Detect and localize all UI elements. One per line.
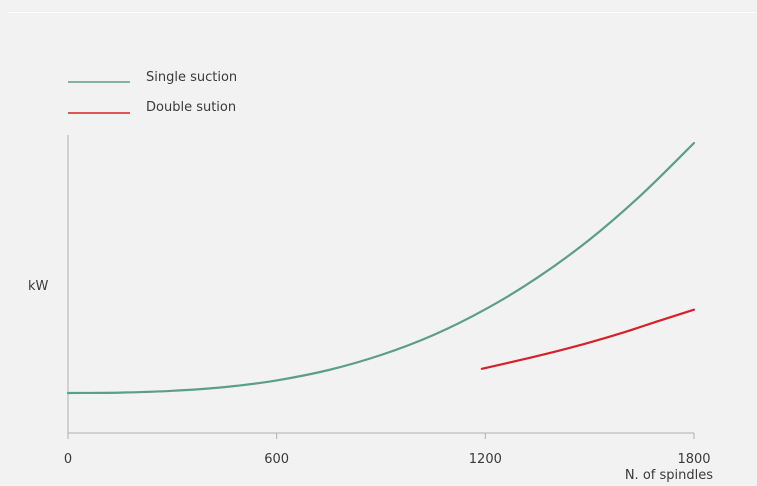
series-line-double-sution xyxy=(480,308,696,370)
legend-label-single-suction: Single suction xyxy=(146,70,237,85)
legend: Single suction Double sution xyxy=(68,70,237,115)
x-ticks: 0 600 1200 1800 xyxy=(64,433,711,467)
legend-label-double-sution: Double sution xyxy=(146,100,236,115)
x-tick-label: 0 xyxy=(64,452,72,467)
chart-panel: Single suction Double sution kW N. of sp… xyxy=(8,12,757,486)
y-axis-label: kW xyxy=(28,279,49,294)
x-tick-label: 600 xyxy=(264,452,289,467)
series-line-single-suction xyxy=(66,141,696,395)
series-group xyxy=(66,141,696,395)
x-axis-label: N. of spindles xyxy=(625,468,713,483)
x-tick-label: 1800 xyxy=(677,452,710,467)
x-tick-label: 1200 xyxy=(469,452,502,467)
line-chart: Single suction Double sution kW N. of sp… xyxy=(28,70,713,483)
